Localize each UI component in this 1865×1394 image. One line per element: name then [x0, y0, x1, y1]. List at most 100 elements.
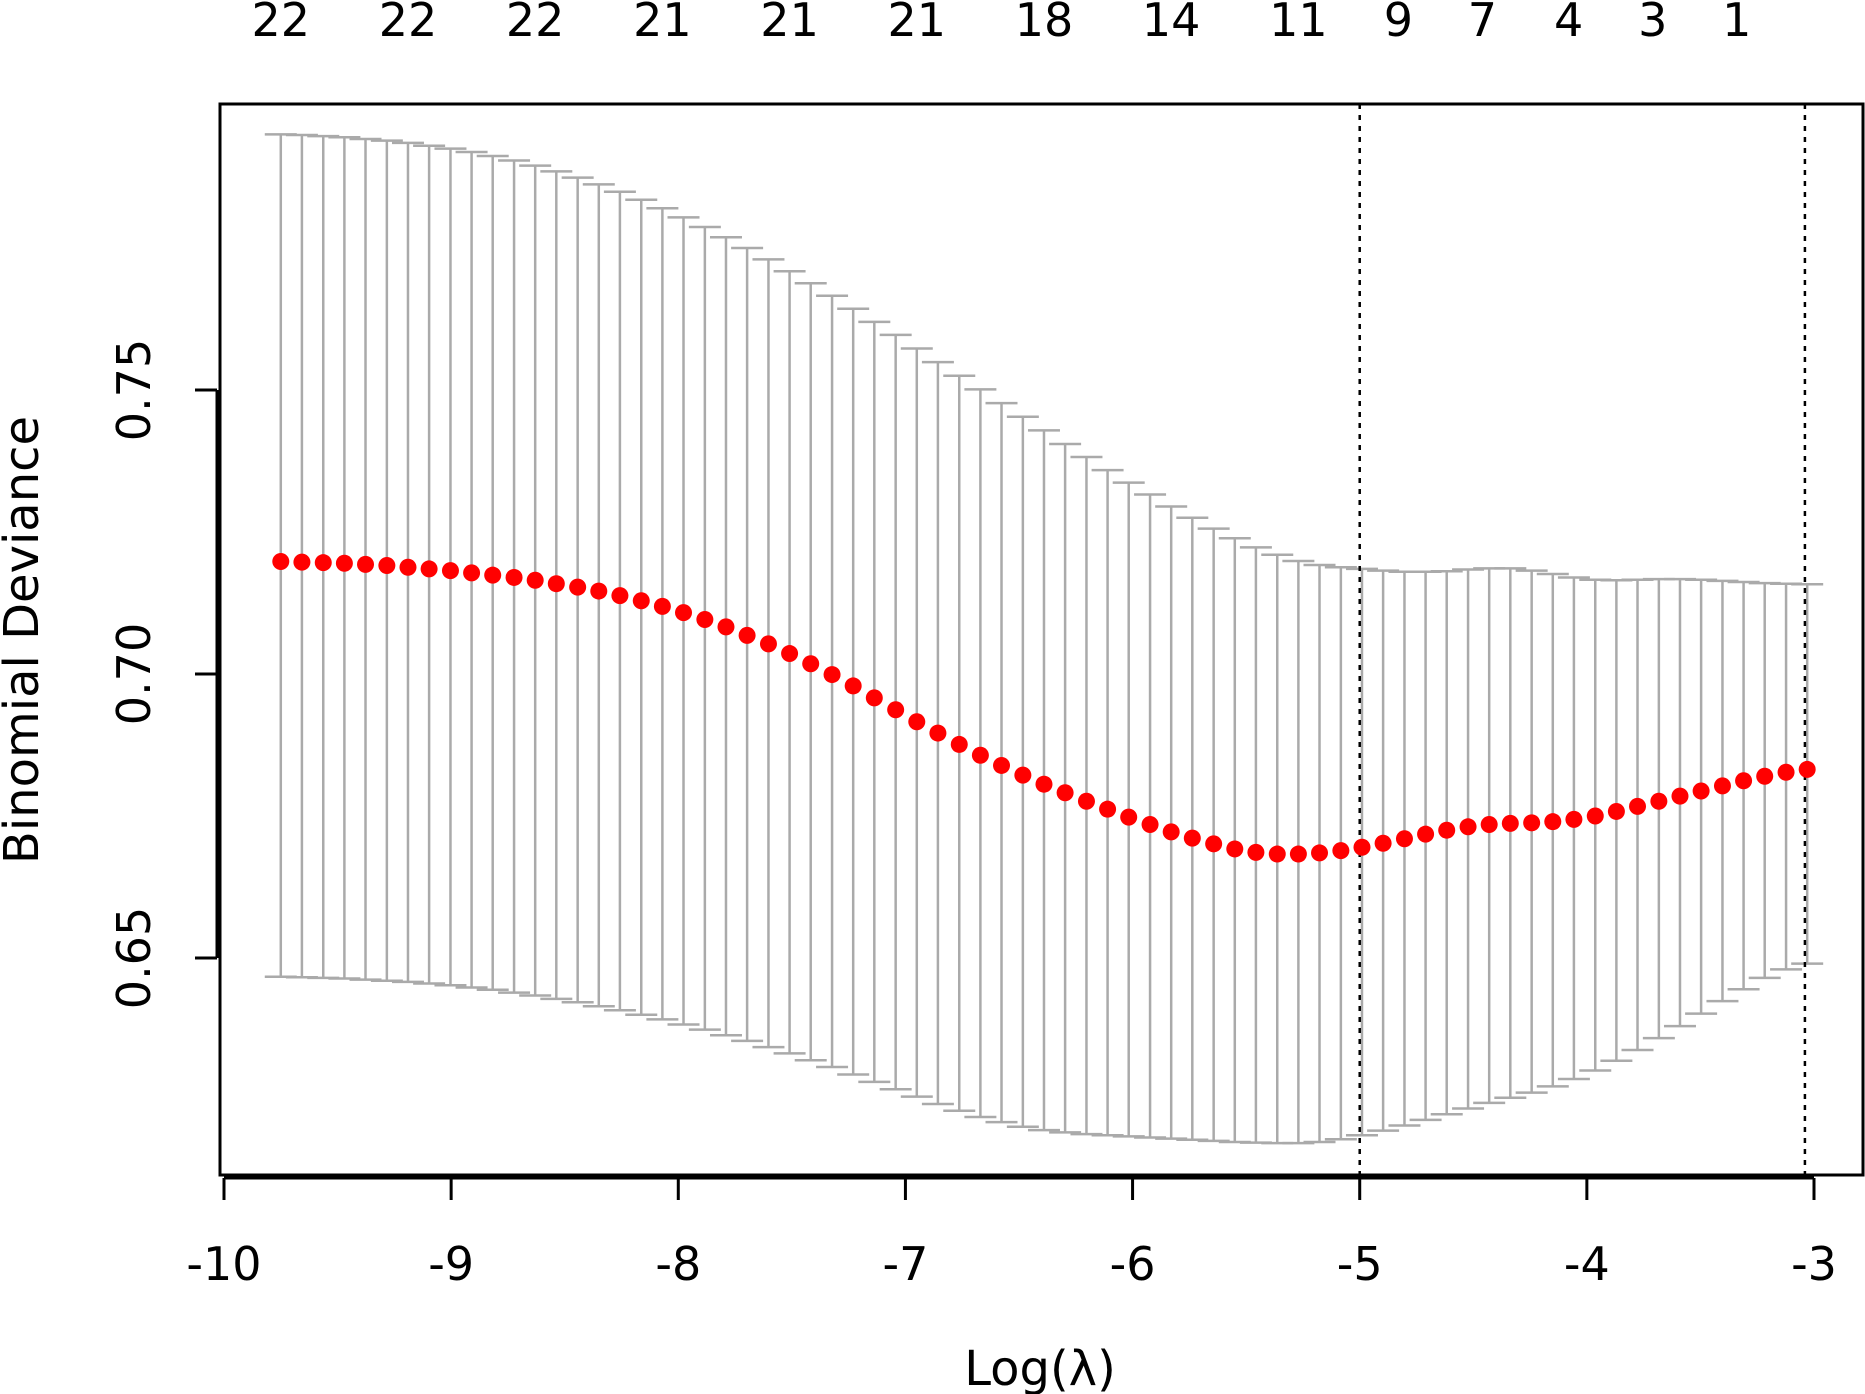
- x-tick-label: -4: [1564, 1237, 1610, 1291]
- error-bar: [1600, 579, 1633, 1063]
- cv-point: [1395, 830, 1413, 848]
- cv-point: [1226, 840, 1244, 858]
- x-axis-label: Log(λ): [964, 1341, 1116, 1394]
- cv-point: [1523, 814, 1541, 832]
- error-bar: [1430, 569, 1463, 1116]
- cv-point: [823, 666, 841, 684]
- x-tick-label: -10: [186, 1237, 261, 1291]
- x-tick-label: -6: [1110, 1237, 1156, 1291]
- y-axis-label: Binomial Deviance: [0, 416, 50, 864]
- cv-point: [1417, 825, 1435, 843]
- cv-point: [993, 756, 1011, 774]
- cv-point: [696, 610, 714, 628]
- cv-point: [547, 575, 565, 593]
- cv-point: [717, 618, 735, 636]
- cv-point: [1459, 818, 1477, 836]
- cv-point: [293, 553, 311, 571]
- cv-point: [950, 735, 968, 753]
- top-count-label: 21: [633, 0, 692, 47]
- cv-point: [357, 555, 375, 573]
- cv-point: [463, 564, 481, 582]
- x-axis: -10 -9 -8 -7 -6 -5 -4 -3: [186, 1176, 1837, 1291]
- cv-point: [971, 746, 989, 764]
- error-bar: [1473, 567, 1506, 1105]
- error-bar: [1218, 536, 1251, 1144]
- cv-point: [1077, 792, 1095, 810]
- cv-point: [505, 568, 523, 586]
- top-count-label: 22: [252, 0, 311, 47]
- cv-point: [1671, 787, 1689, 805]
- cv-point: [1014, 766, 1032, 784]
- cv-point: [1798, 760, 1816, 778]
- cv-point: [1183, 829, 1201, 847]
- x-tick-label: -5: [1337, 1237, 1383, 1291]
- cv-point: [1162, 823, 1180, 841]
- cv-point: [1692, 782, 1710, 800]
- cv-point: [675, 604, 693, 622]
- cv-point: [1629, 797, 1647, 815]
- top-count-label: 18: [1015, 0, 1074, 47]
- top-count-label: 22: [379, 0, 438, 47]
- error-bar: [1155, 505, 1188, 1140]
- top-count-label: 14: [1142, 0, 1201, 47]
- cv-point: [781, 645, 799, 663]
- top-count-label: 11: [1269, 0, 1328, 47]
- cv-point: [1099, 800, 1117, 818]
- cv-point: [759, 635, 777, 653]
- cv-point: [632, 592, 650, 610]
- x-tick-label: -8: [655, 1237, 701, 1291]
- error-bar: [1388, 570, 1421, 1127]
- cv-point: [844, 677, 862, 695]
- cv-point: [611, 587, 629, 605]
- cv-mean-points: [272, 553, 1816, 863]
- top-axis-nonzero-counts: 22 22 22 21 21 21 18 14 11 9 7 4 3 1: [252, 0, 1752, 47]
- cv-point: [1056, 784, 1074, 802]
- error-bar: [1452, 568, 1485, 1110]
- lambda-reference-lines: [1358, 104, 1807, 1175]
- cv-point: [1607, 802, 1625, 820]
- cv-point: [1247, 843, 1265, 861]
- y-tick-label: 0.65: [107, 907, 161, 1009]
- error-bar: [1197, 527, 1230, 1143]
- cv-point: [1756, 767, 1774, 785]
- cv-point: [1544, 813, 1562, 831]
- top-count-label: 1: [1722, 0, 1751, 47]
- cv-point: [1268, 845, 1286, 863]
- error-bar: [1409, 570, 1442, 1122]
- cv-point: [738, 626, 756, 644]
- cv-point: [908, 713, 926, 731]
- y-tick-label: 0.75: [107, 339, 161, 441]
- top-count-label: 3: [1638, 0, 1667, 47]
- error-bar: [1621, 578, 1654, 1052]
- cv-point: [1141, 816, 1159, 834]
- cv-point: [1353, 838, 1371, 856]
- cv-point: [1480, 816, 1498, 834]
- cv-point: [929, 724, 947, 742]
- top-count-label: 21: [888, 0, 947, 47]
- cv-point: [1374, 834, 1392, 852]
- cv-point: [526, 571, 544, 589]
- cv-point: [887, 701, 905, 719]
- top-count-label: 9: [1384, 0, 1413, 47]
- cv-point: [484, 566, 502, 584]
- error-bar: [1494, 567, 1527, 1099]
- cv-point: [1713, 777, 1731, 795]
- cv-point: [1332, 842, 1350, 860]
- cv-point: [335, 554, 353, 572]
- cv-point: [378, 557, 396, 575]
- x-tick-label: -9: [428, 1237, 474, 1291]
- error-bar: [1536, 572, 1569, 1088]
- x-tick-label: -7: [882, 1237, 928, 1291]
- cv-point: [441, 562, 459, 580]
- top-count-label: 22: [506, 0, 565, 47]
- error-bar: [709, 235, 742, 1037]
- cv-point: [1650, 792, 1668, 810]
- cv-point: [1565, 810, 1583, 828]
- cv-point: [1777, 763, 1795, 781]
- error-bars: [264, 133, 1824, 1145]
- cv-point: [1205, 835, 1223, 853]
- top-count-label: 21: [760, 0, 819, 47]
- error-bar: [1176, 516, 1209, 1142]
- cv-point: [314, 554, 332, 572]
